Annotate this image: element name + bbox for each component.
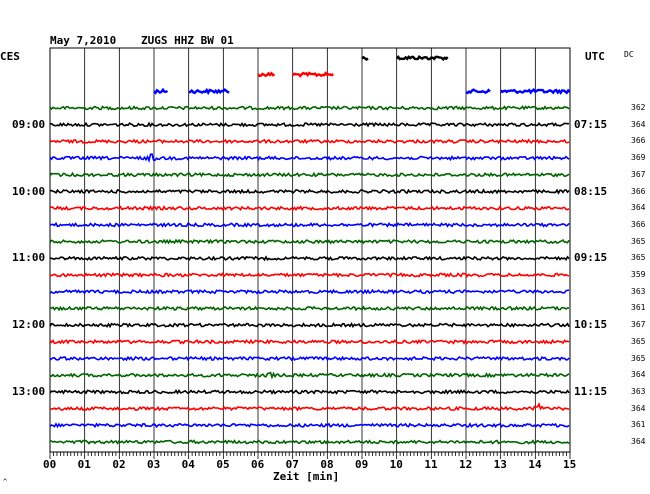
partial-trace-segment [465,88,491,95]
trace-line [49,255,570,262]
x-tick-label: 12 [459,458,473,471]
x-tick-label: 05 [216,458,230,471]
trace-group [49,54,571,445]
trace-line [49,238,570,245]
x-tick-label: 02 [112,458,126,471]
dc-value: 362 [631,103,646,112]
dc-value: 366 [631,186,646,196]
partial-trace-segment [153,87,169,95]
left-hour-label: 13:00 [12,384,46,398]
x-tick-label: 13 [493,458,507,471]
dc-value: 367 [631,169,646,179]
trace-line [50,221,570,228]
partial-trace-segment [361,55,369,61]
dc-value: 366 [631,219,646,229]
trace-line [49,121,569,128]
x-tick-label: 10 [389,458,403,471]
dc-value: 364 [631,403,646,413]
dc-value: 365 [631,353,646,363]
trace-line [49,288,570,295]
partial-trace-segment [499,88,571,95]
dc-value: 365 [631,253,646,263]
trace-line [49,322,570,329]
left-hour-label: 09:00 [12,117,46,131]
trace-line [49,171,570,178]
trace-line [50,402,570,412]
trace-line [49,138,570,145]
x-tick-label: 06 [251,458,265,471]
dc-value: 361 [631,303,646,313]
x-tick-label: 04 [181,458,195,471]
dc-value: 363 [631,386,646,396]
x-tick-label: 07 [285,458,299,471]
dc-value: 364 [631,370,646,380]
partial-trace-segment [257,71,276,78]
right-hour-label: 07:15 [574,117,608,131]
trace-line [49,422,570,429]
left-hour-label: 11:00 [12,251,46,265]
dc-value: 367 [631,320,646,330]
trace-line [49,371,570,380]
x-tick-label: 08 [320,458,334,471]
x-tick-label: 03 [147,458,161,471]
dc-value: 364 [631,119,646,129]
trace-line [49,305,570,312]
time-axis [49,452,571,459]
chart-station: ZUGS HHZ BW 01 [141,34,234,47]
dc-value: 359 [631,270,646,279]
dc-column-header: DC [624,50,634,59]
right-hour-label: 08:15 [574,184,608,198]
x-axis-label: Zeit [min] [273,470,340,483]
x-tick-label: 14 [528,458,542,471]
x-tick-label: 11 [424,458,438,471]
corner-mark: ^ [3,478,8,486]
dc-value: 364 [631,437,646,446]
right-hour-label: 10:15 [574,318,608,332]
right-hour-label: 11:15 [574,384,608,398]
x-tick-label: 01 [77,458,91,471]
trace-line [49,439,570,445]
right-zone-label: UTC [585,50,605,63]
partial-trace-segment [395,54,449,62]
dc-value: 364 [631,203,646,213]
trace-line [49,205,570,212]
x-tick-label: 00 [43,458,57,471]
trace-line [49,105,570,111]
x-tick-label: 09 [355,458,369,471]
dc-value: 366 [631,136,646,146]
chart-date: May 7,2010 [50,34,117,47]
partial-trace-segment [188,87,230,96]
trace-line [49,272,570,279]
left-zone-label: CES [0,50,20,63]
partial-trace-segment [291,71,334,78]
x-tick-label: 15 [563,458,577,471]
right-hour-label: 09:15 [574,251,608,265]
left-hour-label: 12:00 [12,318,46,332]
left-hour-label: 10:00 [12,184,46,198]
dc-value: 369 [631,153,646,163]
dc-value: 361 [631,420,646,430]
dc-value: 365 [631,336,646,346]
trace-line [49,355,570,362]
dc-value: 365 [631,236,646,246]
trace-line [49,188,570,195]
trace-line [49,153,570,164]
trace-line [49,388,570,395]
dc-value: 363 [631,286,646,296]
trace-line [49,338,570,345]
